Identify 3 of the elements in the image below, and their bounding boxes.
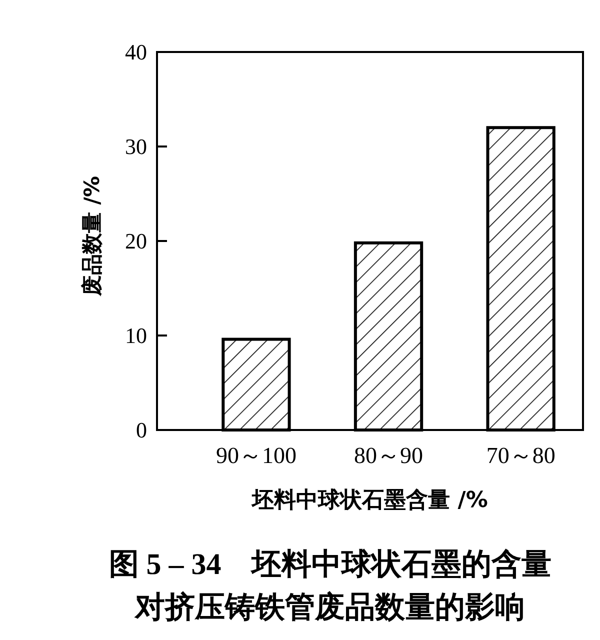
y-axis-title: 废品数量 /% bbox=[80, 176, 104, 298]
x-axis-title: 坯料中球状石墨含量 /% bbox=[251, 488, 488, 513]
text: 图 5 – 34 坯料中球状石墨的含量对挤压铸铁管废品数量的影响 bbox=[108, 548, 552, 624]
